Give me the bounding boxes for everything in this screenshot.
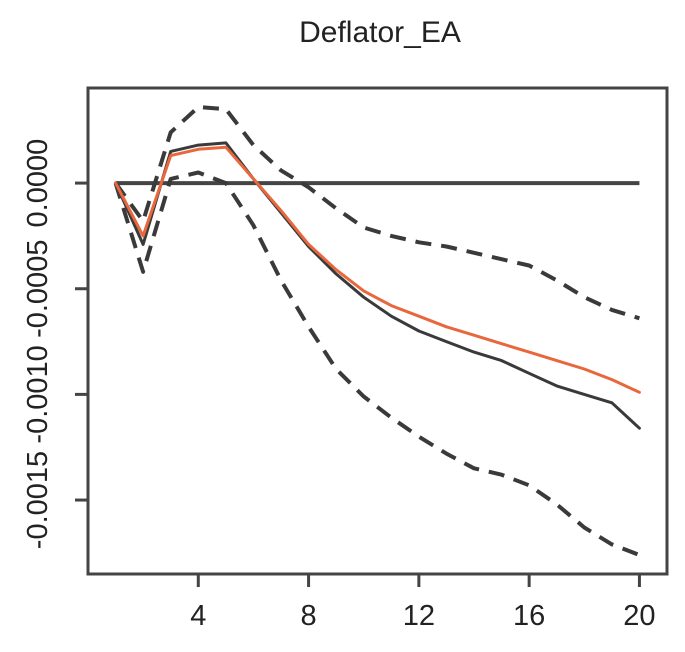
series-line-dashed: [113, 105, 640, 321]
x-tick-label: 20: [623, 600, 655, 632]
x-tick-label: 8: [301, 600, 317, 632]
y-tick-label: 0.0000: [22, 139, 54, 228]
y-tick-label: -0.0005: [22, 240, 54, 338]
series-line-solid: [114, 145, 641, 394]
y-tick-label: -0.0010: [22, 345, 54, 443]
x-axis: 4 8 12 16 20: [190, 574, 656, 632]
plot-frame: [86, 86, 669, 576]
chart-title: Deflator_EA: [299, 16, 461, 49]
series-line-solid: [114, 141, 641, 430]
x-tick-label: 4: [190, 600, 206, 632]
y-tick-label: -0.0015: [22, 451, 54, 549]
series-layer: [113, 105, 641, 557]
y-axis: 0.0000 -0.0005 -0.0010 -0.0015: [22, 139, 88, 549]
series-line-dashed: [113, 170, 641, 557]
x-tick-label: 16: [513, 600, 545, 632]
x-tick-label: 12: [403, 600, 435, 632]
